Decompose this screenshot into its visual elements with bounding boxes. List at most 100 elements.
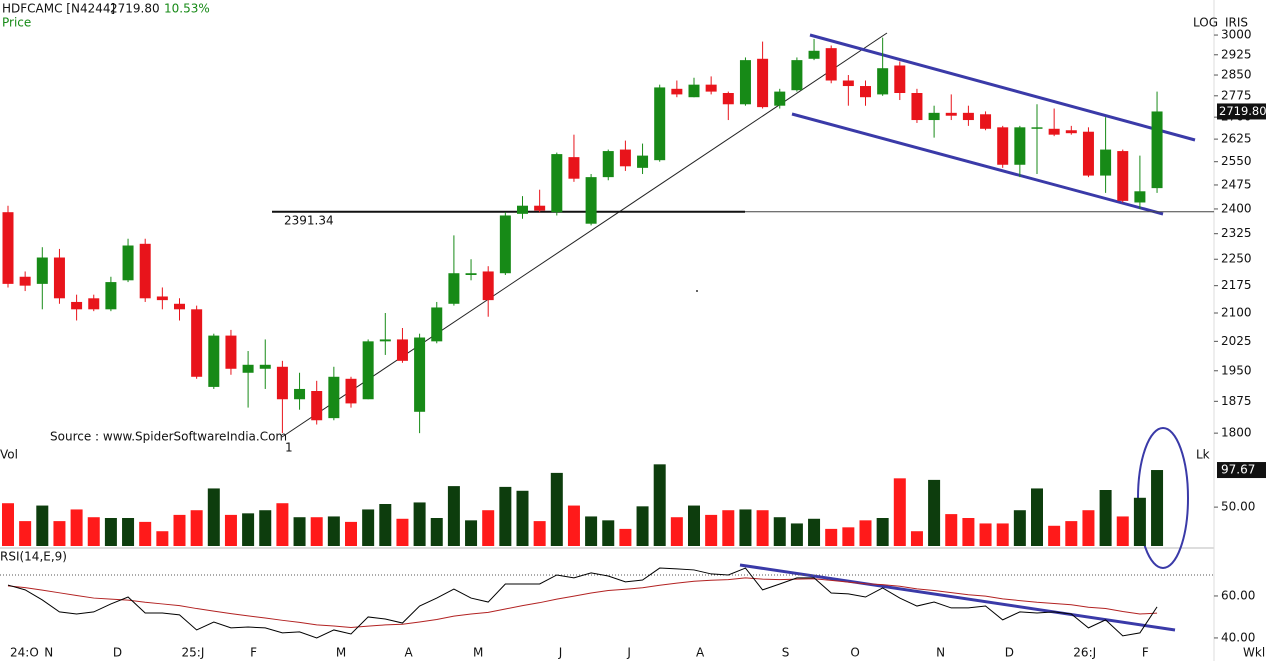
volume-bar — [259, 510, 272, 546]
volume-bar — [430, 518, 443, 546]
volume-unit: Lk — [1196, 448, 1210, 462]
volume-bar — [1151, 470, 1164, 546]
volume-bar — [19, 521, 32, 546]
candle-body — [499, 215, 511, 274]
y-tick-label: 2850 — [1221, 68, 1252, 82]
y-tick-label: 2250 — [1221, 252, 1252, 266]
candle-body — [345, 378, 357, 404]
y-tick-label: 2400 — [1221, 201, 1252, 215]
candle-body — [585, 177, 597, 224]
candle-body — [517, 205, 528, 214]
volume-bar — [2, 503, 14, 546]
x-tick-label: D — [1005, 646, 1014, 660]
symbol: HDFCAMC [N4244] — [2, 2, 115, 16]
candle-body — [945, 112, 957, 116]
y-tick-label: 1800 — [1221, 426, 1252, 440]
y-tick-label: 2475 — [1221, 177, 1252, 191]
x-tick-label: J — [558, 646, 563, 660]
y-tick-label: 2325 — [1221, 226, 1252, 240]
volume-bar — [1133, 497, 1146, 546]
volume-bar — [447, 486, 460, 546]
price-tag-label: 2719.80 — [1219, 104, 1266, 118]
candle-body — [191, 309, 203, 377]
y-tick-label: 60.00 — [1221, 588, 1255, 602]
volume-bar — [516, 490, 529, 546]
x-tick-label: F — [1142, 646, 1149, 660]
volume-bar — [362, 509, 375, 546]
x-tick-label: M — [473, 646, 483, 660]
candle-body — [825, 48, 837, 81]
candle-body — [465, 273, 477, 275]
candle-body — [1031, 127, 1043, 129]
volume-bar — [242, 513, 255, 546]
rsi-trend-line — [739, 563, 1176, 632]
volume-bar — [173, 514, 186, 546]
volume-bar — [773, 517, 786, 546]
source-note: Source : www.SpiderSoftwareIndia.Com — [50, 430, 287, 444]
y-tick-label: 3000 — [1221, 28, 1252, 42]
volume-bar — [499, 486, 512, 546]
x-tick-label: 24:O — [10, 646, 39, 660]
rsi-line — [7, 567, 1158, 639]
candle-body — [431, 307, 443, 342]
volume-bar — [996, 523, 1009, 546]
candle-body — [225, 335, 237, 369]
candle-body — [122, 245, 134, 281]
candle-body — [688, 84, 700, 98]
volume-bar — [1013, 510, 1026, 546]
x-tick-label: D — [113, 646, 122, 660]
candle-body — [757, 58, 769, 108]
change: 10.53% — [164, 2, 210, 16]
volume-bar — [619, 528, 632, 546]
y-tick-label: 2775 — [1221, 88, 1252, 102]
volume-bar — [670, 517, 683, 546]
candle-body — [928, 112, 940, 121]
volume-tag-label: 97.67 — [1221, 463, 1255, 477]
candle-body — [534, 205, 546, 211]
y-tick-label: 50.00 — [1221, 500, 1255, 514]
candle-body — [328, 376, 340, 419]
dot — [696, 290, 698, 292]
volume-bar — [87, 517, 100, 546]
volume-bar — [567, 505, 580, 546]
candle-body — [860, 86, 871, 98]
volume-bar — [156, 531, 169, 546]
candle-body — [1048, 128, 1060, 135]
candle-body — [139, 243, 151, 299]
marker-label: 1 — [285, 441, 293, 455]
volume-bar — [756, 510, 769, 546]
candle-body — [705, 84, 717, 92]
volume-bar — [465, 520, 478, 546]
volume-tag — [1217, 462, 1266, 479]
x-tick-label: 26:J — [1073, 646, 1096, 660]
candle-body — [53, 257, 65, 299]
volume-bar — [876, 518, 889, 546]
candle-body — [722, 93, 734, 105]
candle-body — [379, 339, 391, 342]
candle-body — [242, 364, 254, 373]
volume-bar — [705, 514, 718, 546]
y-tick-label: 2175 — [1221, 278, 1252, 292]
volume-bar — [979, 523, 992, 546]
candle-body — [1014, 127, 1026, 165]
candle-body — [105, 282, 117, 310]
candle-body — [414, 337, 426, 412]
candle-body — [877, 68, 889, 95]
volume-bar — [653, 464, 666, 546]
volume-bar — [1116, 516, 1129, 546]
candle-body — [276, 366, 288, 400]
source-label: IRIS — [1225, 16, 1248, 30]
y-tick-label: 1950 — [1221, 363, 1252, 377]
candle-body — [637, 155, 649, 168]
volume-bar — [790, 523, 803, 546]
x-tick-label: A — [404, 646, 413, 660]
volume-bar — [122, 518, 135, 546]
last-price: 2719.80 — [110, 2, 160, 16]
volume-bar — [293, 517, 306, 546]
candle-body — [396, 339, 408, 361]
timeframe: Wkl — [1243, 646, 1265, 660]
candle-body — [808, 50, 820, 59]
volume-bar — [585, 516, 598, 546]
